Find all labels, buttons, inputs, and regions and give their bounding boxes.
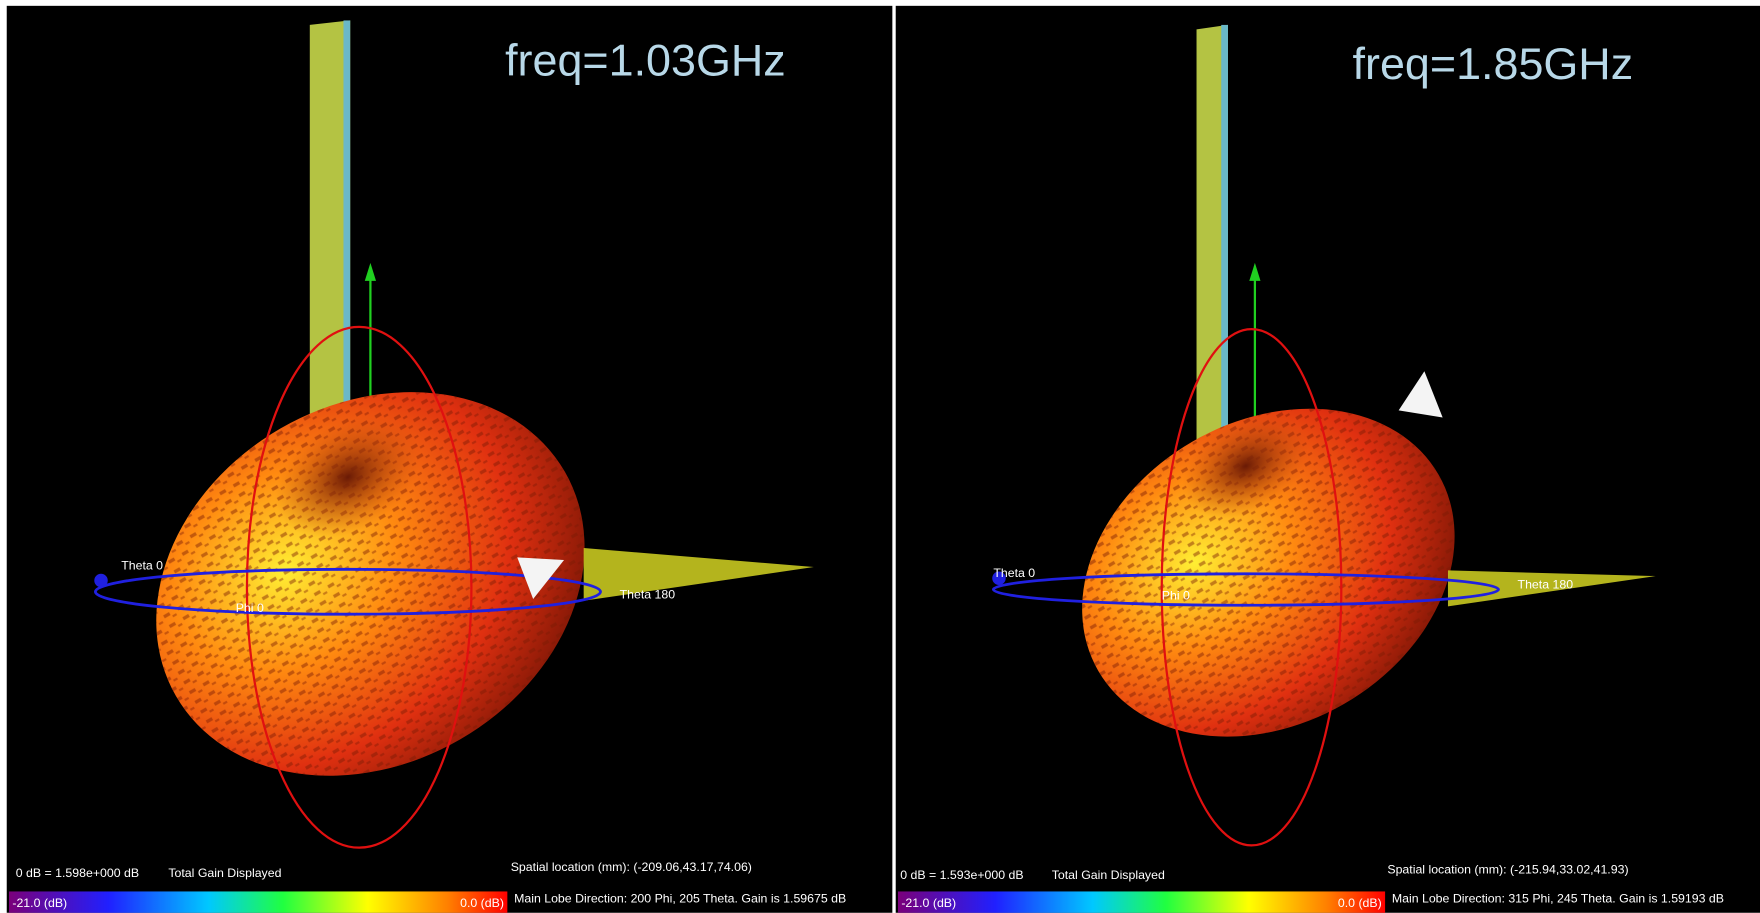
direction-cone — [517, 557, 565, 599]
axis-label: Theta 180 — [620, 587, 676, 601]
antenna-strip — [1196, 24, 1228, 556]
axis-label: Theta 0 — [121, 558, 163, 572]
scale-info: 0 dB = 1.598e+000 dB — [16, 866, 139, 880]
main-lobe-info: Main Lobe Direction: 315 Phi, 245 Theta.… — [1392, 892, 1724, 906]
axis-label: Phi 0 — [1162, 589, 1190, 603]
antenna-edge — [343, 20, 351, 506]
lobe-texture — [156, 392, 585, 776]
axis-label: Theta 180 — [1518, 577, 1574, 591]
color-bar-max: 0.0 (dB) — [460, 896, 504, 910]
display-mode: Total Gain Displayed — [1052, 868, 1165, 882]
main-lobe-info: Main Lobe Direction: 200 Phi, 205 Theta.… — [514, 892, 846, 906]
antenna-strip — [309, 20, 351, 517]
antenna-edge — [1221, 24, 1228, 545]
scale-info: 0 dB = 1.593e+000 dB — [900, 868, 1023, 882]
spatial-location: Spatial location (mm): (-209.06,43.17,74… — [511, 860, 752, 874]
color-bar-max: 0.0 (dB) — [1338, 896, 1382, 910]
lobe-hole — [274, 416, 422, 539]
axis-label: Phi 0 — [236, 601, 264, 615]
z-arrow-head — [1249, 262, 1261, 281]
theta-marker — [94, 573, 108, 588]
theta-marker — [992, 571, 1006, 586]
theta-ring — [94, 567, 602, 616]
ground-plane — [1447, 570, 1656, 607]
display-mode: Total Gain Displayed — [168, 866, 281, 880]
theta-ring — [991, 572, 1500, 607]
phi-ring — [245, 325, 473, 849]
lobe-hole — [1182, 413, 1310, 519]
z-arrow-head — [364, 262, 377, 281]
spatial-location: Spatial location (mm): (-215.94,33.02,41… — [1387, 862, 1628, 876]
phi-ring — [1160, 327, 1343, 847]
frequency-label: freq=1.03GHz — [505, 34, 786, 85]
color-bar — [8, 891, 508, 913]
color-bar-min: -21.0 (dB) — [12, 896, 67, 910]
frequency-label: freq=1.85GHz — [1353, 38, 1634, 89]
axis-label: Theta 0 — [993, 566, 1035, 580]
color-bar — [897, 891, 1386, 913]
color-bar-min: -21.0 (dB) — [901, 896, 956, 910]
direction-cone — [1398, 371, 1443, 418]
ground-plane — [583, 547, 814, 601]
